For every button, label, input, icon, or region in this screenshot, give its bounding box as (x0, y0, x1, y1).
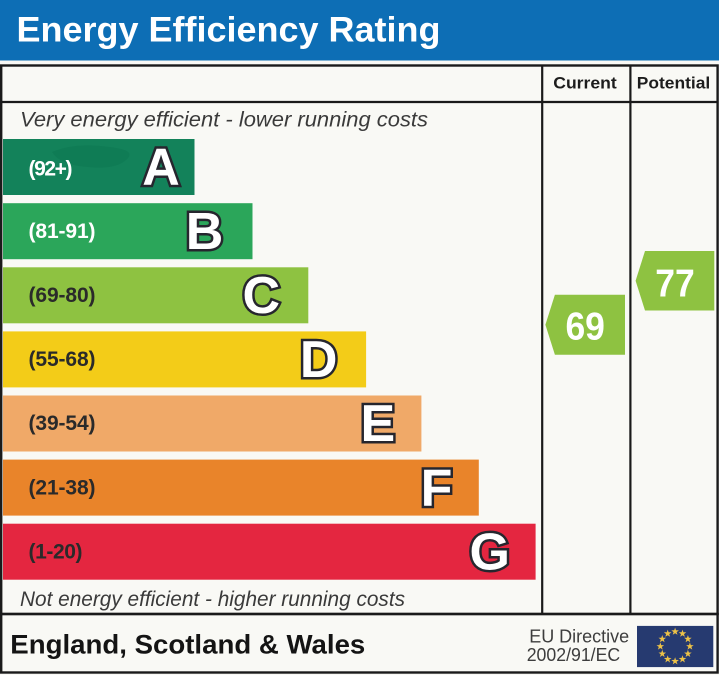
svg-text:(39-54): (39-54) (29, 412, 96, 435)
svg-text:F: F (421, 459, 453, 517)
svg-text:(81-91): (81-91) (29, 220, 96, 243)
svg-text:B: B (186, 203, 224, 261)
svg-text:69: 69 (565, 305, 605, 348)
svg-text:2002/91/EC: 2002/91/EC (527, 644, 621, 665)
svg-text:(92+): (92+) (29, 158, 73, 181)
svg-text:Potential: Potential (637, 74, 711, 93)
svg-text:Energy Efficiency Rating: Energy Efficiency Rating (17, 10, 441, 49)
svg-text:EU Directive: EU Directive (529, 626, 629, 647)
svg-text:C: C (243, 267, 281, 325)
svg-text:Current: Current (553, 74, 617, 93)
svg-text:(1-20): (1-20) (29, 540, 83, 563)
svg-text:G: G (469, 523, 509, 581)
svg-text:(21-38): (21-38) (29, 476, 96, 499)
svg-text:Not energy efficient - higher: Not energy efficient - higher running co… (20, 587, 405, 611)
svg-text:D: D (300, 331, 338, 389)
svg-text:77: 77 (655, 262, 695, 305)
svg-text:England, Scotland & Wales: England, Scotland & Wales (10, 629, 365, 659)
svg-text:A: A (142, 139, 180, 197)
svg-text:E: E (361, 395, 396, 453)
svg-text:Very energy efficient - lower: Very energy efficient - lower running co… (20, 107, 428, 131)
svg-text:(55-68): (55-68) (29, 348, 96, 371)
svg-text:(69-80): (69-80) (29, 284, 96, 307)
